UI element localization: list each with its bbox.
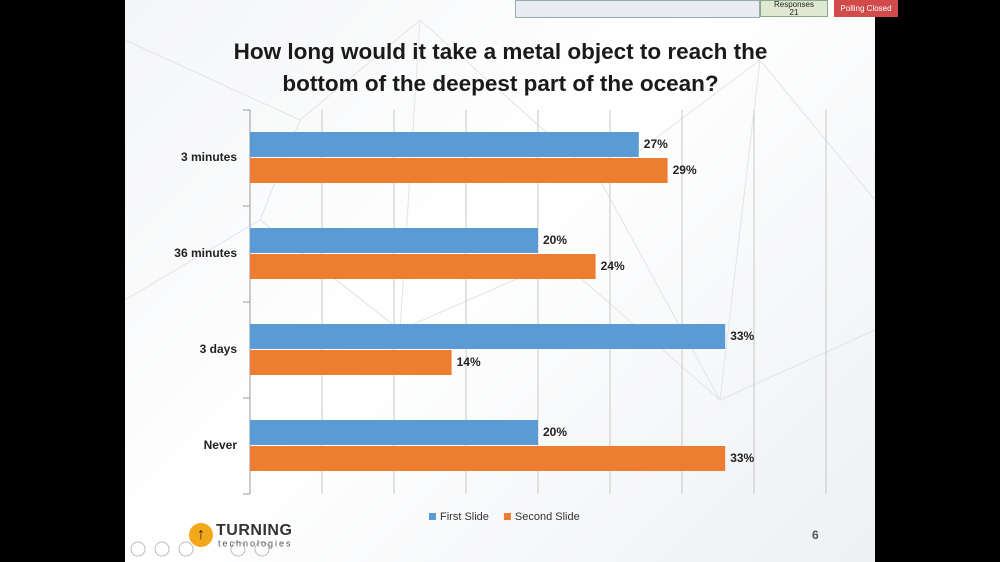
bar [250,254,596,279]
polling-status[interactable]: Polling Closed [834,0,898,17]
bar [250,446,726,471]
y-tick-label: Never [204,438,238,452]
chart-title: How long would it take a metal object to… [233,39,768,96]
logo-name: TURNING [216,522,292,539]
y-tick-label: 3 days [200,342,238,356]
y-tick-label: 36 minutes [174,246,237,260]
bar [250,420,538,445]
legend-swatch [429,513,436,520]
value-label: 20% [543,425,567,439]
logo-tagline: technologies [218,538,293,548]
bar [250,324,726,349]
y-tick-label: 3 minutes [181,150,237,164]
value-label: 20% [543,233,567,247]
legend-label: First Slide [440,511,489,523]
value-label: 33% [730,329,754,343]
responses-box: Responses 21 [760,0,828,17]
value-label: 33% [730,451,754,465]
legend-label: Second Slide [515,511,580,523]
responses-label: Responses [773,0,815,9]
bar [250,228,538,253]
bar [250,158,668,183]
bar [250,350,452,375]
bar [250,132,639,157]
value-label: 29% [673,163,697,177]
slide-number: 6 [812,528,819,542]
responses-count: 21 [789,8,799,17]
logo-glyph: ↑ [197,526,205,543]
nav-icons[interactable] [130,541,270,557]
value-label: 14% [457,355,481,369]
toolbar[interactable] [515,0,760,18]
value-label: 27% [644,137,668,151]
logo-mark [189,523,213,547]
value-label: 24% [601,259,625,273]
legend-swatch [503,513,511,520]
